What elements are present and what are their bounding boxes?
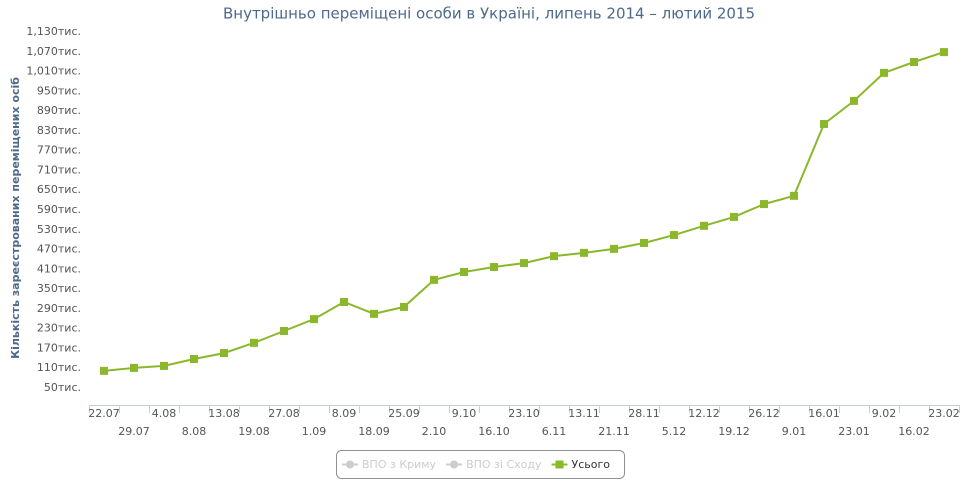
y-tick-label: 50тис.	[44, 381, 81, 394]
x-tick-label: 23.10	[508, 407, 540, 420]
legend-marker	[346, 460, 354, 469]
point-marker	[790, 191, 798, 200]
y-tick-label: 590тис.	[37, 203, 81, 216]
x-tick-label: 13.08	[208, 407, 240, 420]
point-marker	[130, 363, 138, 372]
x-tick-label: 29.07	[118, 425, 150, 438]
x-tick-label: 25.09	[388, 407, 420, 420]
y-tick-label: 710тис.	[37, 163, 81, 176]
x-tick-label: 8.09	[332, 407, 357, 420]
point-marker	[850, 96, 858, 105]
y-tick-label: 290тис.	[37, 302, 81, 315]
x-tick-label: 18.09	[358, 425, 390, 438]
point-marker	[760, 200, 768, 209]
point-marker	[820, 119, 828, 128]
y-tick-label: 1,130тис.	[26, 25, 81, 38]
point-marker	[610, 244, 618, 253]
x-tick-label: 16.10	[478, 425, 510, 438]
x-tick-label: 8.08	[182, 425, 207, 438]
x-tick-label: 26.12	[748, 407, 780, 420]
y-tick-label: 890тис.	[37, 104, 81, 117]
point-marker	[460, 267, 468, 276]
legend-item[interactable]: Усього	[551, 458, 611, 471]
y-tick-label: 530тис.	[37, 223, 81, 236]
legend-marker	[450, 460, 459, 469]
point-marker	[520, 259, 528, 268]
point-marker	[550, 252, 558, 261]
series-line	[103, 51, 945, 372]
legend-item[interactable]: ВПО зі Сходу	[446, 458, 542, 471]
legend-label: ВПО з Криму	[362, 458, 437, 471]
x-tick-label: 9.01	[782, 425, 807, 438]
x-tick-label: 23.02	[928, 407, 960, 420]
y-tick-label: 350тис.	[37, 282, 81, 295]
y-tick-label: 1,070тис.	[26, 45, 81, 58]
point-marker	[280, 326, 288, 335]
point-marker	[160, 361, 168, 370]
x-tick-label: 16.02	[898, 425, 930, 438]
x-tick-label: 12.12	[688, 407, 720, 420]
point-marker	[400, 302, 408, 311]
y-tick-label: 410тис.	[37, 262, 81, 275]
y-axis-title: Кількість зареєстрованих переміщених осі…	[9, 77, 22, 359]
point-marker	[310, 315, 318, 324]
y-tick-label: 1,010тис.	[26, 65, 81, 78]
legend-label: Усього	[572, 458, 611, 471]
x-tick-label: 19.12	[718, 425, 750, 438]
point-marker	[940, 48, 948, 57]
x-tick-label: 22.07	[88, 407, 120, 420]
y-tick-label: 230тис.	[37, 322, 81, 335]
point-marker	[370, 309, 378, 318]
x-tick-label: 19.08	[238, 425, 270, 438]
y-tick-label: 650тис.	[37, 183, 81, 196]
x-tick-label: 5.12	[662, 425, 687, 438]
chart-title: Внутрішньо переміщені особи в Україні, л…	[223, 5, 755, 23]
x-tick-label: 23.01	[838, 425, 870, 438]
x-tick-label: 13.11	[568, 407, 600, 420]
x-tick-label: 6.11	[542, 425, 567, 438]
x-tick-label: 27.08	[268, 407, 300, 420]
point-marker	[910, 57, 918, 66]
x-tick-label: 21.11	[598, 425, 630, 438]
x-tick-label: 16.01	[808, 407, 840, 420]
point-marker	[430, 275, 438, 284]
point-marker	[730, 212, 738, 221]
x-tick-label: 28.11	[628, 407, 660, 420]
y-tick-label: 170тис.	[37, 341, 81, 354]
x-tick-label: 9.10	[452, 407, 477, 420]
point-marker	[220, 349, 228, 358]
x-tick-label: 4.08	[152, 407, 177, 420]
y-tick-label: 110тис.	[37, 361, 81, 374]
legend-item[interactable]: ВПО з Криму	[342, 458, 437, 471]
legend: ВПО з Криму ВПО зі Сходу Усього	[342, 458, 610, 471]
y-tick-label: 830тис.	[37, 124, 81, 137]
legend-marker	[555, 460, 564, 469]
point-marker	[640, 238, 648, 247]
point-marker	[250, 338, 258, 347]
point-marker	[100, 366, 108, 375]
point-marker	[340, 297, 348, 306]
point-marker	[580, 248, 588, 257]
y-tick-label: 950тис.	[37, 84, 81, 97]
point-marker	[670, 231, 678, 240]
y-tick-label: 470тис.	[37, 243, 81, 256]
y-tick-label: 770тис.	[37, 144, 81, 157]
x-tick-label: 1.09	[302, 425, 327, 438]
point-marker	[190, 354, 198, 363]
point-marker	[700, 221, 708, 230]
point-marker	[490, 263, 498, 272]
legend-label: ВПО зі Сходу	[466, 458, 542, 471]
x-tick-label: 9.02	[872, 407, 897, 420]
legend-box	[336, 450, 625, 479]
x-tick-label: 2.10	[422, 425, 447, 438]
point-marker	[880, 68, 888, 77]
